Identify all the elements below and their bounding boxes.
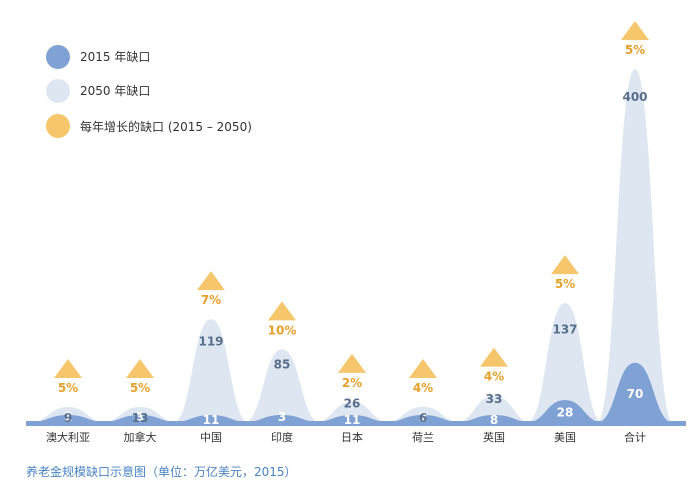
value-2050-0: 9: [64, 411, 72, 425]
value-2015-1: 3: [136, 410, 144, 424]
legend: 2015 年缺口 2050 年缺口 每年增长的缺口 (2015 – 2050): [46, 45, 252, 138]
growth-label-6: 4%: [484, 370, 504, 384]
growth-triangle-2: [197, 271, 225, 291]
legend-label-growth: 每年增长的缺口 (2015 – 2050): [80, 119, 252, 134]
chart-caption: 养老金规模缺口示意图（单位：万亿美元，2015）: [26, 465, 297, 479]
category-label-0: 澳大利亚: [46, 430, 90, 444]
legend-label-2015: 2015 年缺口: [80, 49, 150, 64]
growth-triangle-4: [338, 353, 366, 373]
value-2015-4: 11: [344, 413, 361, 427]
growth-triangle-0: [54, 359, 82, 378]
legend-marker-2050: [46, 79, 70, 103]
category-label-6: 英国: [483, 430, 505, 444]
value-2015-5: 2: [419, 410, 427, 424]
value-2015-2: 11: [203, 413, 220, 427]
growth-label-3: 10%: [268, 323, 297, 337]
value-2050-1: 13: [132, 411, 149, 425]
growth-triangle-7: [551, 255, 579, 275]
value-2050-4: 26: [344, 397, 361, 411]
value-2015-3: 3: [278, 410, 286, 424]
category-label-3: 印度: [271, 430, 293, 444]
chart-labels: 195%澳大利亚3135%加拿大111197%中国38510%印度11262%日…: [46, 21, 649, 444]
growth-label-8: 5%: [625, 43, 645, 57]
growth-label-5: 4%: [413, 381, 433, 395]
value-2015-0: 1: [64, 410, 72, 424]
value-2050-3: 85: [274, 357, 291, 371]
growth-triangle-1: [126, 359, 154, 378]
growth-triangle-8: [621, 21, 649, 40]
category-label-2: 中国: [200, 431, 222, 444]
legend-label-2050: 2050 年缺口: [80, 83, 150, 98]
value-2050-5: 6: [419, 411, 427, 425]
growth-label-0: 5%: [58, 381, 78, 395]
value-2050-7: 137: [552, 323, 577, 337]
value-2015-8: 70: [627, 387, 644, 401]
legend-marker-growth: [46, 114, 70, 138]
value-2050-6: 33: [486, 392, 503, 406]
growth-label-2: 7%: [201, 293, 221, 307]
growth-triangle-5: [409, 359, 437, 378]
value-2015-6: 8: [490, 413, 498, 427]
chart-area: [26, 69, 686, 426]
category-label-8: 合计: [624, 430, 646, 444]
growth-label-7: 5%: [555, 277, 575, 291]
category-label-1: 加拿大: [124, 430, 157, 444]
growth-label-1: 5%: [130, 381, 150, 395]
growth-triangle-3: [268, 301, 296, 321]
baseline-band: [26, 421, 686, 426]
growth-label-4: 2%: [342, 376, 362, 390]
legend-marker-2015: [46, 45, 70, 69]
area-2015-gap: [26, 362, 686, 425]
value-2050-2: 119: [198, 335, 223, 349]
category-label-7: 美国: [554, 431, 576, 444]
growth-triangle-6: [480, 347, 508, 367]
value-2050-8: 400: [622, 90, 647, 104]
value-2015-7: 28: [557, 406, 574, 420]
category-label-5: 荷兰: [412, 431, 434, 444]
category-label-4: 日本: [341, 430, 363, 444]
